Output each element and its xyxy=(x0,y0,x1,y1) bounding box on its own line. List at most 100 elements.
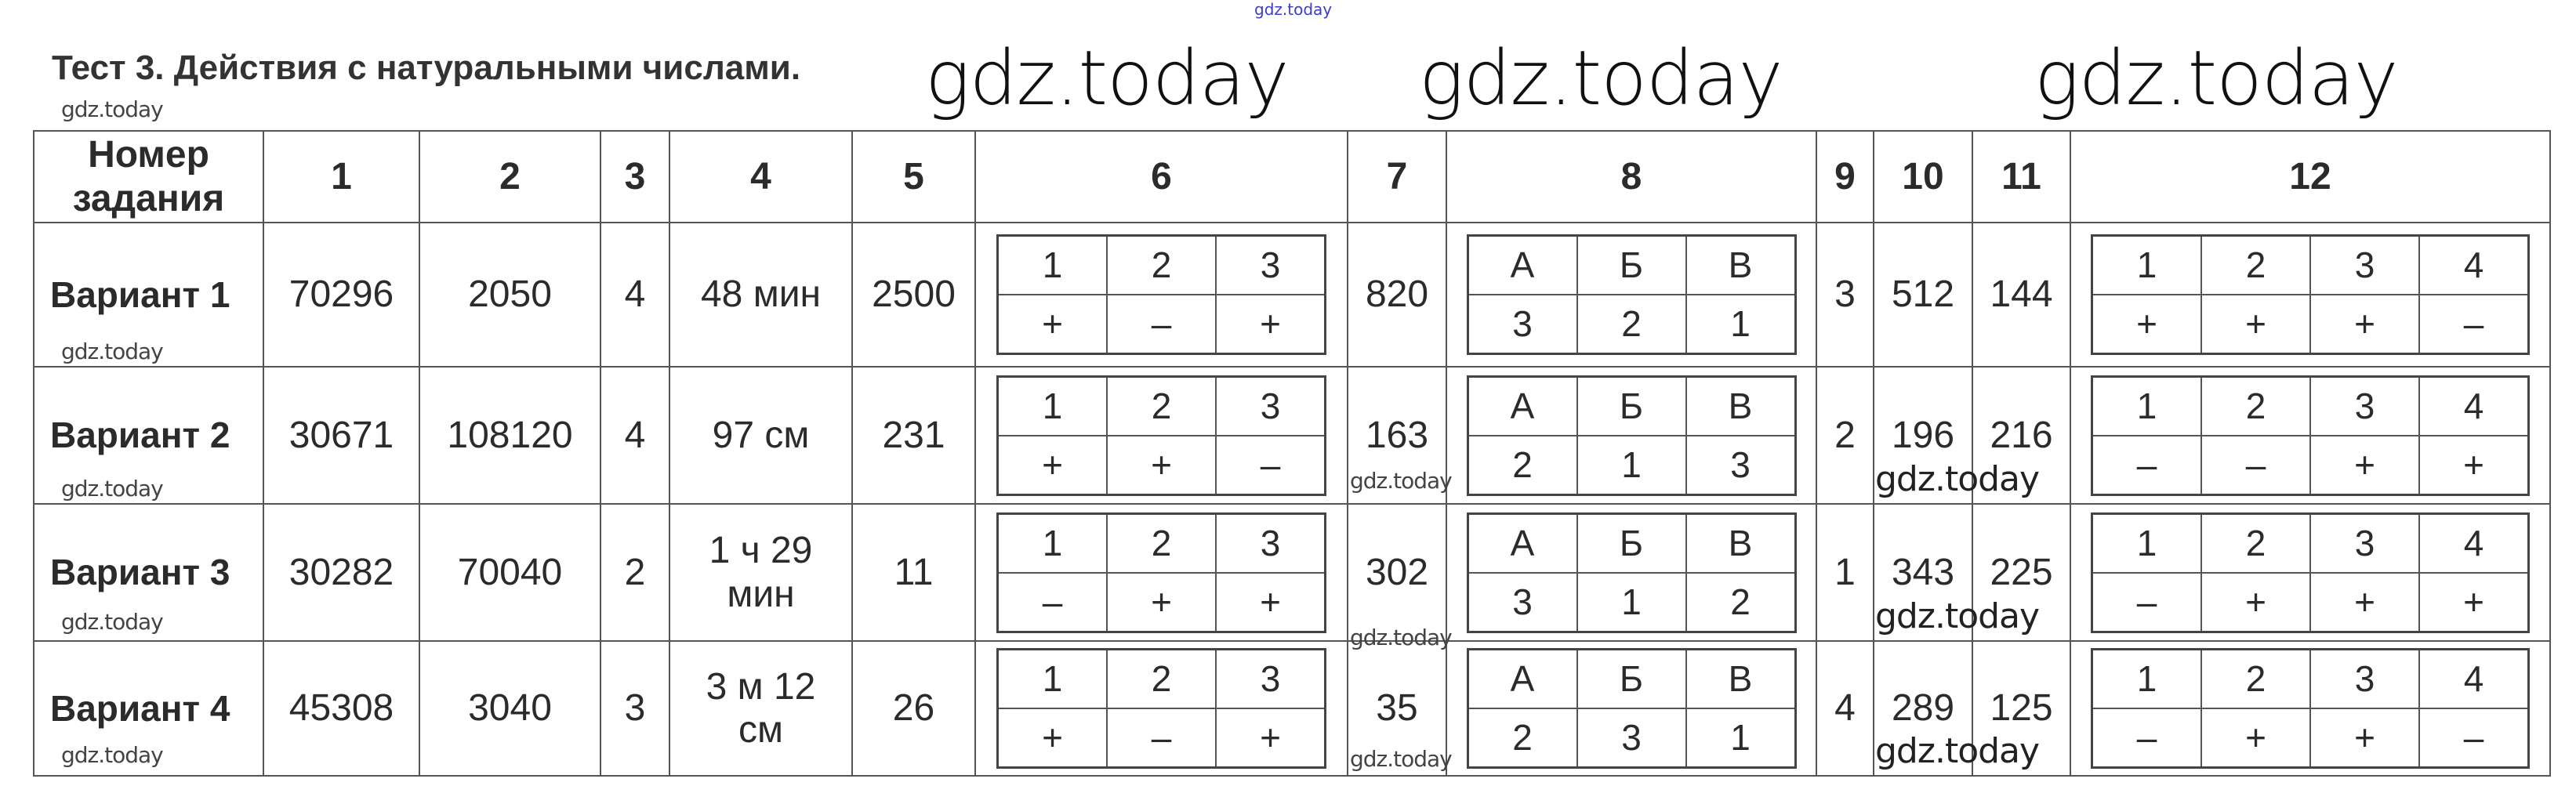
answer-cell-2: 2050 xyxy=(419,222,601,368)
answer-cell-12: 1 2 3 4– + + + xyxy=(2070,503,2551,642)
sub-header-cell: В xyxy=(1685,512,1796,574)
answer-cell-6: 1 2 3– + + xyxy=(974,503,1348,642)
sub-header-cell: 2 xyxy=(2200,234,2311,295)
sub-value-cell: 1 xyxy=(1685,708,1796,769)
answer-cell-12: 1 2 3 4– – + + xyxy=(2070,366,2551,505)
sub-header-cell: 3 xyxy=(2309,512,2420,574)
sub-value-cell: + xyxy=(2309,571,2420,632)
sub-value-cell: + xyxy=(2309,294,2420,355)
watermark: gdz.today xyxy=(925,34,1289,122)
answer-cell-9: 3 xyxy=(1816,222,1874,368)
sub-value-cell: 2 xyxy=(1467,708,1578,769)
variant-label: Вариант 1 xyxy=(33,222,264,368)
sub-header-cell: 2 xyxy=(2200,375,2311,436)
answer-cell-5: 26 xyxy=(851,640,976,777)
sub-value-cell: + xyxy=(2418,434,2530,495)
sub-value-cell: – xyxy=(1106,294,1217,355)
sub-header-cell: 3 xyxy=(2309,648,2420,709)
sub-header-cell: Б xyxy=(1576,648,1687,709)
answer-cell-9: 2 xyxy=(1816,366,1874,505)
sub-header-cell: 1 xyxy=(996,648,1108,709)
page-title: Тест 3. Действия с натуральными числами. xyxy=(52,49,801,87)
sub-value-cell: + xyxy=(2200,571,2311,632)
variant-row: Вариант 4 45308 3040 3 3 м 12 см 26 1 2 3 + – +35 А Б… xyxy=(33,640,2551,777)
answer-cell-10: 343 xyxy=(1873,503,1973,642)
answer-cell-4: 1 ч 29 мин xyxy=(669,503,853,642)
sub-value-row: – + + – xyxy=(2091,708,2530,769)
sub-value-cell: 2 xyxy=(1685,571,1796,632)
sub-header-cell: Б xyxy=(1576,375,1687,436)
sub-header-cell: Б xyxy=(1576,512,1687,574)
sub-header-cell: Б xyxy=(1576,234,1687,295)
watermark: gdz.today xyxy=(61,96,164,122)
sub-value-cell: 1 xyxy=(1576,571,1687,632)
answers-table: Номер задания 1 2 3 4 5 6 7 8 9 10 11 12 Вариант 1 702… xyxy=(33,130,2551,777)
header-task-4: 4 xyxy=(669,130,853,223)
answer-cell-1: 30671 xyxy=(263,366,420,505)
sub-header-cell: 3 xyxy=(2309,234,2420,295)
sub-value-cell: + xyxy=(2200,294,2311,355)
sub-header-cell: 2 xyxy=(1106,375,1217,436)
variant-label: Вариант 4 xyxy=(33,640,264,777)
sub-value-cell: + xyxy=(2309,708,2420,769)
sub-header-cell: 1 xyxy=(2091,375,2202,436)
sub-value-cell: 2 xyxy=(1467,434,1578,495)
sub-header-cell: 1 xyxy=(996,512,1108,574)
sub-value-cell: + xyxy=(1215,294,1326,355)
variant-label: Вариант 2 xyxy=(33,366,264,505)
sub-answer-table: 1 2 3 + + – xyxy=(996,375,1326,496)
sub-header-cell: 1 xyxy=(996,234,1108,295)
watermark: gdz.today xyxy=(2034,34,2398,122)
answer-cell-7: 820 xyxy=(1347,222,1447,368)
variant-row: Вариант 3 30282 70040 2 1 ч 29 мин 11 1 2 3– + +30… xyxy=(33,503,2551,642)
sub-value-cell: 1 xyxy=(1576,434,1687,495)
answer-cell-2: 108120 xyxy=(419,366,601,505)
sub-header-cell: 3 xyxy=(1215,375,1326,436)
answer-cell-1: 70296 xyxy=(263,222,420,368)
answer-cell-5: 11 xyxy=(851,503,976,642)
sub-value-cell: + xyxy=(996,708,1108,769)
answer-cell-9: 4 xyxy=(1816,640,1874,777)
sub-header-cell: 1 xyxy=(996,375,1108,436)
sub-value-cell: – xyxy=(2091,708,2202,769)
sub-value-cell: + xyxy=(1215,571,1326,632)
sub-value-cell: 3 xyxy=(1467,294,1578,355)
answer-cell-12: 1 2 3 4 + + + – xyxy=(2070,222,2551,368)
header-task-2: 2 xyxy=(419,130,601,223)
answer-cell-1: 30282 xyxy=(263,503,420,642)
header-task-5: 5 xyxy=(851,130,976,223)
header-task-1: 1 xyxy=(263,130,420,223)
sub-value-cell: + xyxy=(1215,708,1326,769)
sub-value-row: + + – xyxy=(996,434,1326,495)
sub-value-row: – + + + xyxy=(2091,571,2530,632)
sub-header-cell: А xyxy=(1467,234,1578,295)
answer-cell-4: 97 см xyxy=(669,366,853,505)
answer-cell-9: 1 xyxy=(1816,503,1874,642)
sub-header-cell: 3 xyxy=(2309,375,2420,436)
answer-cell-6: 1 2 3 + – + xyxy=(974,640,1348,777)
sub-answer-table: 1 2 3 4 + + + – xyxy=(2091,234,2530,355)
sub-value-cell: + xyxy=(2200,708,2311,769)
sub-value-row: – – + + xyxy=(2091,434,2530,495)
sub-answer-table: 1 2 3 + – + xyxy=(996,648,1326,769)
sub-value-cell: 3 xyxy=(1685,434,1796,495)
sub-header-cell: 3 xyxy=(1215,234,1326,295)
sub-header-cell: 2 xyxy=(2200,512,2311,574)
sub-answer-table: 1 2 3 + – + xyxy=(996,234,1326,355)
sub-header-cell: А xyxy=(1467,648,1578,709)
sub-header-cell: 2 xyxy=(1106,648,1217,709)
header-row: Номер задания 1 2 3 4 5 6 7 8 9 10 11 12 xyxy=(33,130,2551,223)
answer-cell-10: 289 xyxy=(1873,640,1973,777)
answer-cell-6: 1 2 3 + + – xyxy=(974,366,1348,505)
sub-value-cell: – xyxy=(1106,708,1217,769)
sub-value-row: – + + xyxy=(996,571,1326,632)
